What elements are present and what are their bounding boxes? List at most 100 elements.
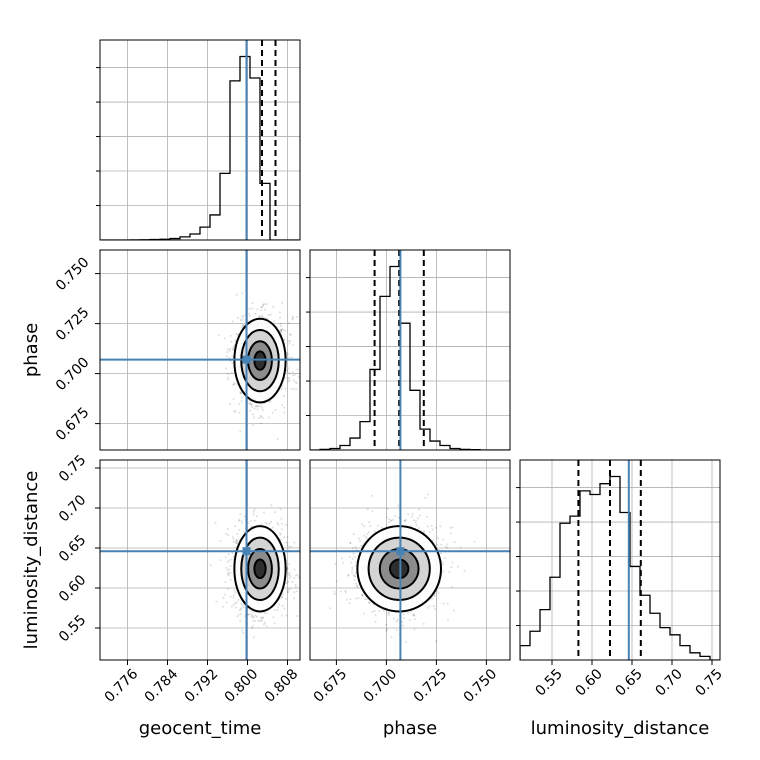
sample-point — [284, 541, 287, 544]
sample-point — [228, 357, 231, 359]
sample-point — [240, 602, 243, 605]
sample-point — [349, 541, 352, 544]
sample-point — [348, 555, 351, 558]
sample-point — [229, 564, 232, 567]
sample-point — [361, 594, 364, 597]
sample-point — [272, 305, 275, 308]
sample-point — [436, 537, 439, 540]
sample-point — [242, 324, 245, 327]
sample-point — [351, 568, 354, 571]
sample-point — [293, 541, 296, 544]
sample-point — [392, 518, 395, 521]
sample-point — [361, 593, 364, 596]
sample-point — [237, 598, 240, 601]
sample-point — [406, 611, 409, 614]
sample-point — [241, 604, 244, 606]
sample-point — [355, 582, 358, 585]
sample-point — [426, 525, 429, 528]
sample-point — [238, 609, 241, 612]
sample-point — [239, 430, 242, 433]
sample-point — [414, 618, 416, 621]
sample-point — [233, 410, 236, 413]
sample-point — [232, 540, 235, 543]
sample-point — [451, 561, 454, 564]
sample-point — [233, 589, 236, 592]
sample-point — [450, 566, 453, 569]
truth-marker — [396, 547, 405, 556]
sample-point — [418, 514, 421, 517]
sample-point — [374, 614, 377, 616]
sample-point — [356, 584, 359, 587]
sample-point — [288, 545, 291, 548]
sample-point — [453, 541, 456, 544]
sample-point — [412, 613, 415, 616]
panel-frame — [99, 249, 301, 451]
sample-point — [240, 520, 243, 523]
sample-point — [293, 591, 296, 594]
sample-point — [351, 547, 354, 550]
sample-point — [259, 414, 262, 417]
sample-point — [353, 578, 356, 581]
sample-point — [408, 619, 411, 622]
sample-point — [368, 601, 371, 604]
sample-point — [260, 616, 262, 619]
y-tick-label: 0.750 — [53, 254, 93, 294]
sample-point — [282, 394, 285, 397]
sample-point — [291, 318, 294, 321]
sample-point — [234, 606, 237, 609]
sample-point — [251, 413, 254, 416]
sample-point — [451, 586, 453, 589]
sample-point — [288, 588, 291, 591]
sample-point — [253, 616, 255, 619]
sample-point — [230, 371, 233, 374]
sample-point — [229, 572, 232, 574]
sample-point — [448, 570, 451, 573]
sample-point — [288, 572, 291, 575]
sample-point — [446, 543, 449, 546]
sample-point — [402, 617, 405, 620]
sample-point — [229, 595, 232, 598]
y-tick-label: 0.75 — [56, 452, 89, 485]
sample-point — [247, 312, 250, 315]
sample-point — [262, 303, 265, 306]
sample-point — [265, 612, 268, 615]
sample-point — [227, 376, 230, 379]
sample-point — [263, 621, 266, 624]
sample-point — [432, 605, 435, 608]
sample-point — [247, 613, 250, 616]
sample-point — [363, 525, 366, 528]
sample-point — [280, 596, 283, 599]
sample-point — [401, 624, 404, 627]
sample-point — [288, 377, 291, 380]
sample-point — [288, 372, 291, 375]
sample-point — [271, 411, 274, 414]
sample-point — [240, 400, 243, 403]
sample-point — [239, 391, 242, 394]
sample-point — [232, 383, 235, 386]
sample-point — [234, 339, 237, 342]
sample-point — [444, 545, 447, 548]
sample-point — [293, 576, 296, 579]
sample-point — [233, 345, 235, 348]
sample-point — [402, 613, 405, 616]
sample-point — [388, 521, 391, 524]
sample-point — [280, 614, 283, 617]
sample-point — [378, 610, 380, 613]
sample-point — [294, 585, 297, 588]
sample-point — [252, 423, 254, 426]
sample-point — [417, 517, 420, 520]
sample-point — [219, 539, 222, 542]
sample-point — [236, 316, 239, 319]
sample-point — [363, 534, 366, 537]
sample-point — [274, 409, 277, 412]
sample-point — [426, 515, 428, 518]
sample-point — [280, 517, 283, 520]
sample-point — [288, 333, 291, 336]
sample-point — [242, 314, 245, 317]
sample-point — [344, 589, 347, 592]
sample-point — [226, 560, 229, 563]
histogram-series — [520, 475, 720, 660]
sample-point — [234, 541, 237, 544]
x-tick-label: 0.60 — [572, 666, 605, 699]
sample-point — [426, 606, 429, 609]
